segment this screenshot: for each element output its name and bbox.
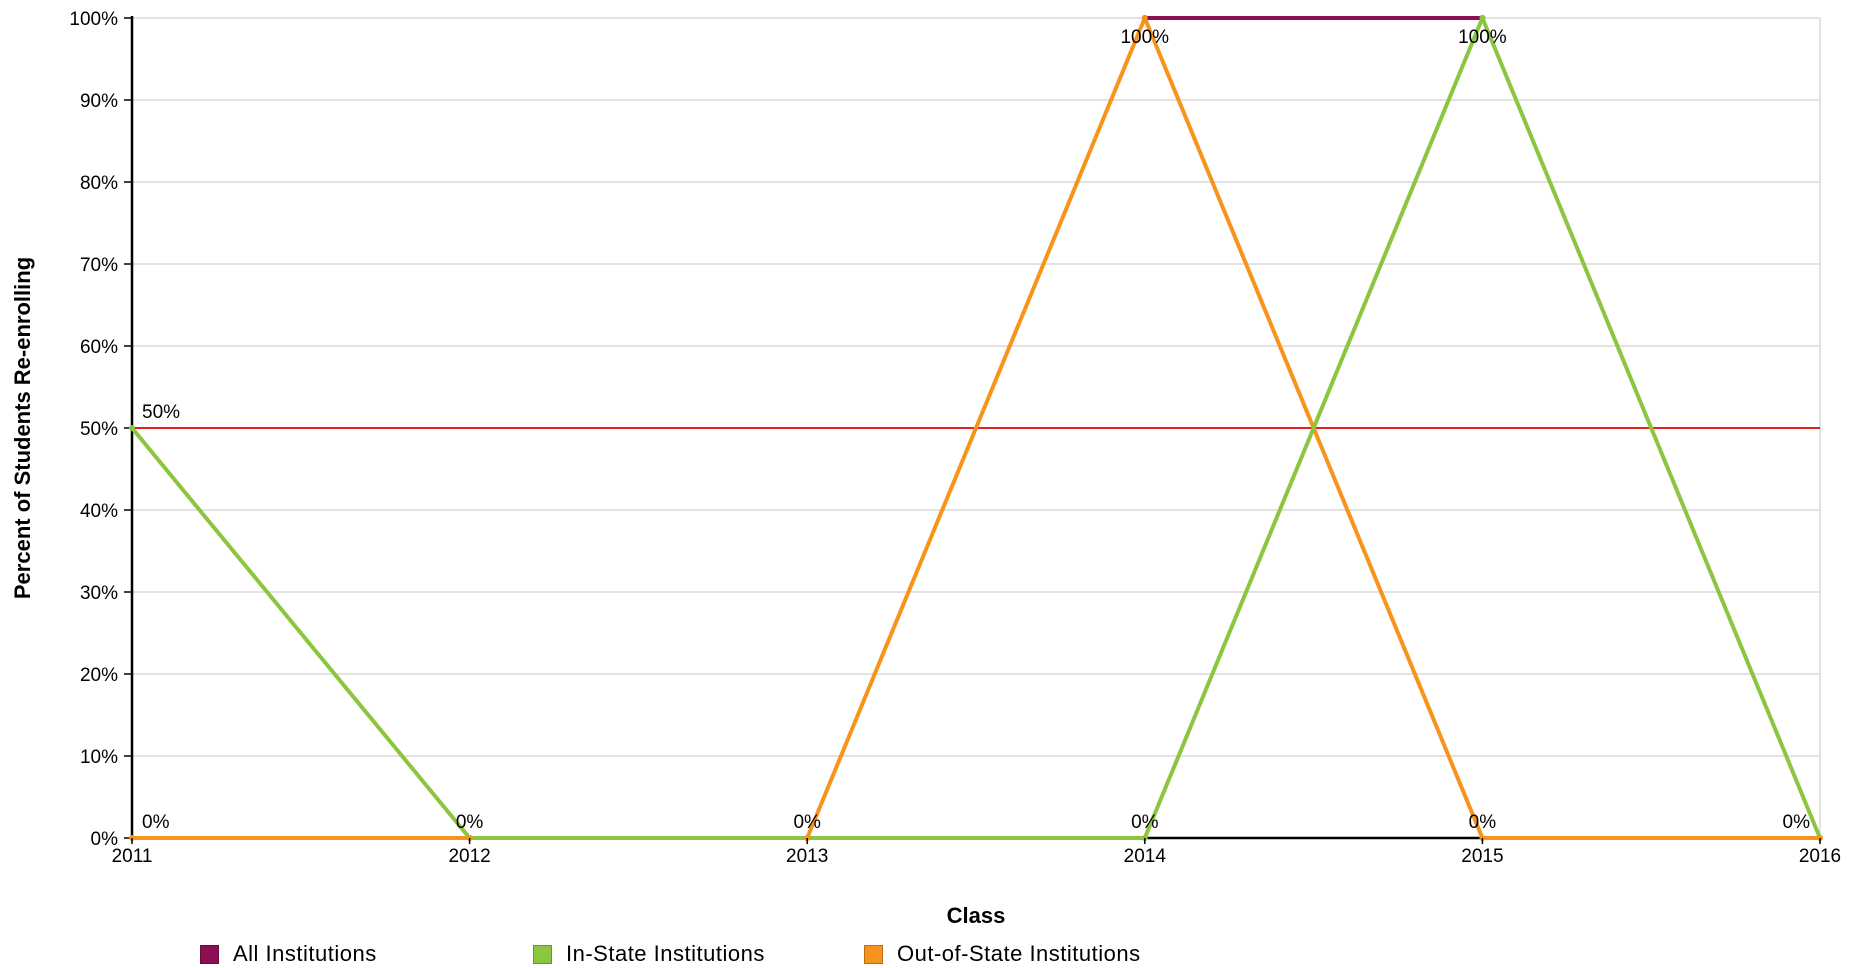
x-tick-label-2014: 2014 [1124, 846, 1167, 867]
y-tick-label-80: 80% [80, 173, 118, 194]
x-tick-label-2015: 2015 [1461, 846, 1503, 867]
data-point-out-of-state-institutions-2014[interactable] [1141, 15, 1148, 21]
legend-label-in-state-institutions: In-State Institutions [566, 941, 765, 966]
data-label-2015-0: 0% [1469, 812, 1497, 833]
legend: All Institutions In-State Institutions O… [200, 940, 1700, 968]
data-point-in-state-institutions-2011[interactable] [129, 425, 135, 431]
legend-item-all-institutions[interactable]: All Institutions [200, 940, 377, 968]
y-tick-label-100: 100% [69, 9, 118, 30]
y-tick-label-60: 60% [80, 337, 118, 358]
y-tick-label-40: 40% [80, 501, 118, 522]
x-tick-labels: 2011 2012 2013 2014 2015 2016 [112, 838, 1841, 867]
data-label-2012-0: 0% [456, 812, 484, 833]
x-tick-label-2012: 2012 [448, 846, 490, 867]
series-group [129, 15, 1823, 841]
y-tick-label-50: 50% [80, 419, 118, 440]
x-tick-label-2013: 2013 [786, 846, 828, 867]
data-label-2016-0: 0% [1783, 812, 1811, 833]
data-label-2011-50: 50% [142, 402, 180, 423]
y-tick-label-90: 90% [80, 91, 118, 112]
data-point-in-state-institutions-2015[interactable] [1479, 15, 1486, 21]
legend-swatch-in-state-institutions [533, 944, 552, 964]
x-tick-label-2011: 2011 [112, 846, 153, 867]
y-tick-label-20: 20% [80, 665, 118, 686]
y-tick-label-10: 10% [80, 747, 118, 768]
legend-item-out-of-state-institutions[interactable]: Out-of-State Institutions [864, 940, 1141, 968]
series-line-out-of-state-institutions [130, 16, 1822, 840]
data-label-2013-0: 0% [793, 812, 821, 833]
data-label-2015-100: 100% [1458, 27, 1507, 48]
series-line-in-state-institutions [130, 16, 1822, 840]
legend-swatch-all-institutions [200, 944, 219, 964]
legend-label-all-institutions: All Institutions [233, 941, 377, 966]
data-label-2014-0: 0% [1131, 812, 1159, 833]
y-tick-label-0: 0% [91, 829, 119, 850]
data-labels: 50% 0% 0% 0% 100% 0% 100% 0% 0% [142, 27, 1810, 833]
y-tick-label-70: 70% [80, 255, 118, 276]
legend-swatch-out-of-state-institutions [864, 944, 883, 964]
legend-label-out-of-state-institutions: Out-of-State Institutions [897, 941, 1141, 966]
legend-item-in-state-institutions[interactable]: In-State Institutions [533, 940, 765, 968]
x-axis-title: Class [947, 903, 1006, 928]
data-label-2011-0: 0% [142, 812, 170, 833]
data-label-2014-100: 100% [1120, 27, 1169, 48]
x-tick-label-2016: 2016 [1799, 846, 1841, 867]
y-tick-labels: 0% 10% 20% 30% 40% 50% 60% 70% 80% 90% 100% [69, 9, 118, 850]
y-tick-label-30: 30% [80, 583, 118, 604]
y-axis-title: Percent of Students Re-enrolling [10, 257, 35, 599]
